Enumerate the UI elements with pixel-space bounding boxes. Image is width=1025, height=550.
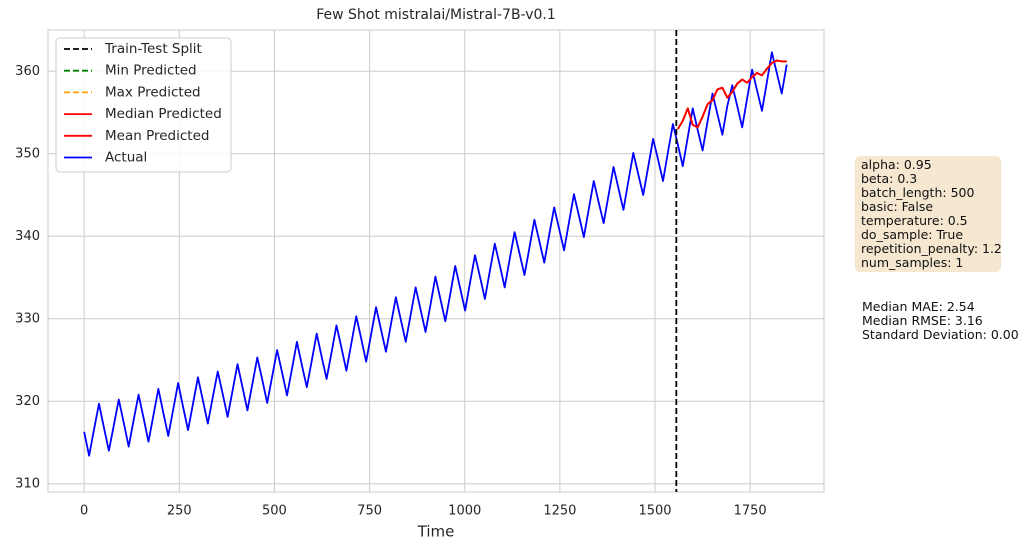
legend-box bbox=[55, 37, 232, 173]
annotation-line: beta: 0.3 bbox=[861, 171, 918, 186]
y-tick-label: 350 bbox=[15, 146, 40, 161]
series-line bbox=[677, 59, 787, 130]
annotation-line: batch_length: 500 bbox=[861, 185, 975, 200]
x-tick-label: 750 bbox=[357, 504, 382, 519]
legend-label: Min Predicted bbox=[105, 63, 197, 79]
chart-title: Few Shot mistralai/Mistral-7B-v0.1 bbox=[316, 7, 556, 23]
y-tick-label: 320 bbox=[15, 394, 40, 409]
plot-frame bbox=[47, 29, 825, 493]
legend-label: Train-Test Split bbox=[104, 41, 202, 57]
legend-label: Mean Predicted bbox=[105, 128, 209, 144]
y-tick-label: 330 bbox=[15, 311, 40, 326]
annotation-line: alpha: 0.95 bbox=[861, 157, 932, 172]
series-line bbox=[83, 51, 788, 457]
x-tick-label: 1500 bbox=[638, 504, 671, 519]
params-box: alpha: 0.95 beta: 0.3 batch_length: 500 bas… bbox=[855, 156, 1002, 272]
x-tick-label: 1250 bbox=[543, 504, 576, 519]
annotation-line: temperature: 0.5 bbox=[861, 213, 968, 228]
annotation-line: num_samples: 1 bbox=[861, 255, 964, 270]
x-tick-label: 250 bbox=[167, 504, 192, 519]
x-tick-label: 1000 bbox=[448, 504, 481, 519]
y-tick-label: 310 bbox=[15, 476, 40, 491]
annotation-line: repetition_penalty: 1.2 bbox=[861, 241, 1002, 256]
annotation-line: Median MAE: 2.54 bbox=[862, 299, 975, 314]
x-tick-label: 1750 bbox=[734, 504, 767, 519]
legend-label: Max Predicted bbox=[105, 84, 201, 100]
annotation-line: Median RMSE: 3.16 bbox=[862, 313, 983, 328]
legend-label: Median Predicted bbox=[105, 106, 222, 122]
x-tick-label: 500 bbox=[262, 504, 287, 519]
legend-label: Actual bbox=[105, 150, 147, 166]
metrics-box: Median MAE: 2.54 Median RMSE: 3.16 Standar… bbox=[862, 300, 1019, 342]
legend: Train-Test Split Min Predicted Max Predict… bbox=[55, 37, 232, 173]
y-tick-label: 340 bbox=[15, 229, 40, 244]
annotation-line: Standard Deviation: 0.00 bbox=[862, 327, 1019, 342]
x-tick-label: 0 bbox=[80, 504, 88, 519]
y-tick-label: 360 bbox=[15, 64, 40, 79]
annotation-line: basic: False bbox=[861, 199, 934, 214]
x-axis-label: Time bbox=[417, 523, 455, 541]
annotation-line: do_sample: True bbox=[861, 227, 964, 242]
